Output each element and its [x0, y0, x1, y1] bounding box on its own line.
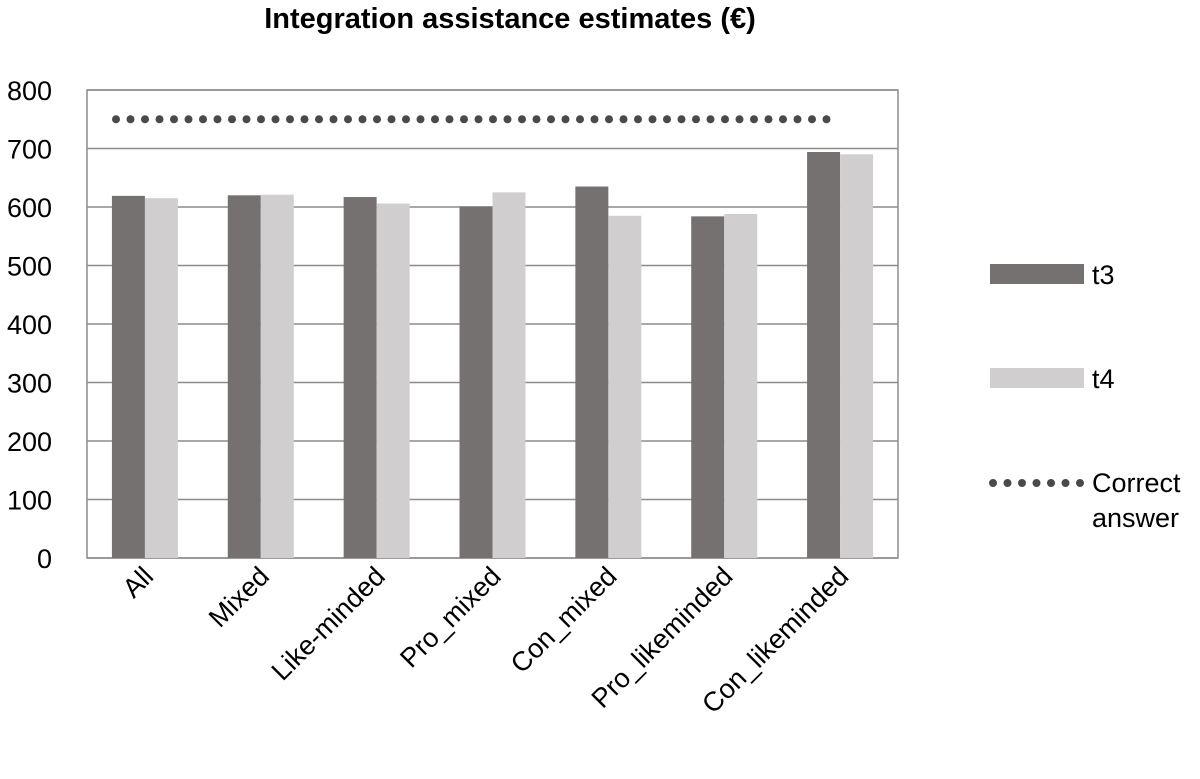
bar-t3-all	[111, 195, 145, 558]
legend-label-correct-answer: answer	[1092, 503, 1179, 533]
legend-swatch-t4	[990, 368, 1084, 388]
bar-t4-pro_mixed	[492, 192, 526, 558]
bar-t4-con_likeminded	[840, 154, 874, 558]
y-tick-label: 100	[7, 486, 52, 516]
x-tick-label: Pro_mixed	[394, 561, 506, 673]
y-tick-label: 600	[7, 193, 52, 223]
y-tick-label: 800	[7, 76, 52, 106]
y-tick-label: 400	[7, 310, 52, 340]
bars	[111, 152, 874, 559]
x-tick-label: Con_mixed	[505, 561, 623, 679]
chart-title: Integration assistance estimates (€)	[264, 3, 756, 35]
bar-t3-pro_mixed	[459, 206, 493, 559]
y-tick-label: 700	[7, 135, 52, 165]
y-tick-label: 300	[7, 369, 52, 399]
y-tick-label: 0	[37, 544, 52, 574]
bar-t4-like-minded	[376, 203, 410, 559]
legend-label-correct-answer: Correct	[1092, 468, 1181, 498]
y-tick-label: 500	[7, 252, 52, 282]
bar-t3-pro_likeminded	[691, 216, 725, 559]
legend-label-t3: t3	[1092, 260, 1115, 290]
x-tick-label: Like-minded	[266, 561, 391, 686]
legend-label-t4: t4	[1092, 364, 1115, 394]
x-tick-label: All	[117, 561, 159, 603]
bar-t4-pro_likeminded	[724, 214, 758, 558]
y-axis-ticks: 0 100 200 300 400 500 600 700 800	[7, 76, 52, 574]
y-tick-label: 200	[7, 427, 52, 457]
bar-t3-like-minded	[343, 197, 377, 558]
x-tick-label: Mixed	[203, 561, 275, 633]
bar-t3-mixed	[227, 195, 261, 559]
legend: t3 t4 Correct answer	[989, 260, 1181, 533]
legend-swatch-t3	[990, 264, 1084, 284]
bar-t4-mixed	[260, 194, 294, 558]
bar-t4-con_mixed	[608, 215, 642, 558]
bar-t3-con_likeminded	[807, 152, 841, 558]
bar-t3-con_mixed	[575, 186, 609, 558]
bar-t4-all	[144, 198, 178, 558]
